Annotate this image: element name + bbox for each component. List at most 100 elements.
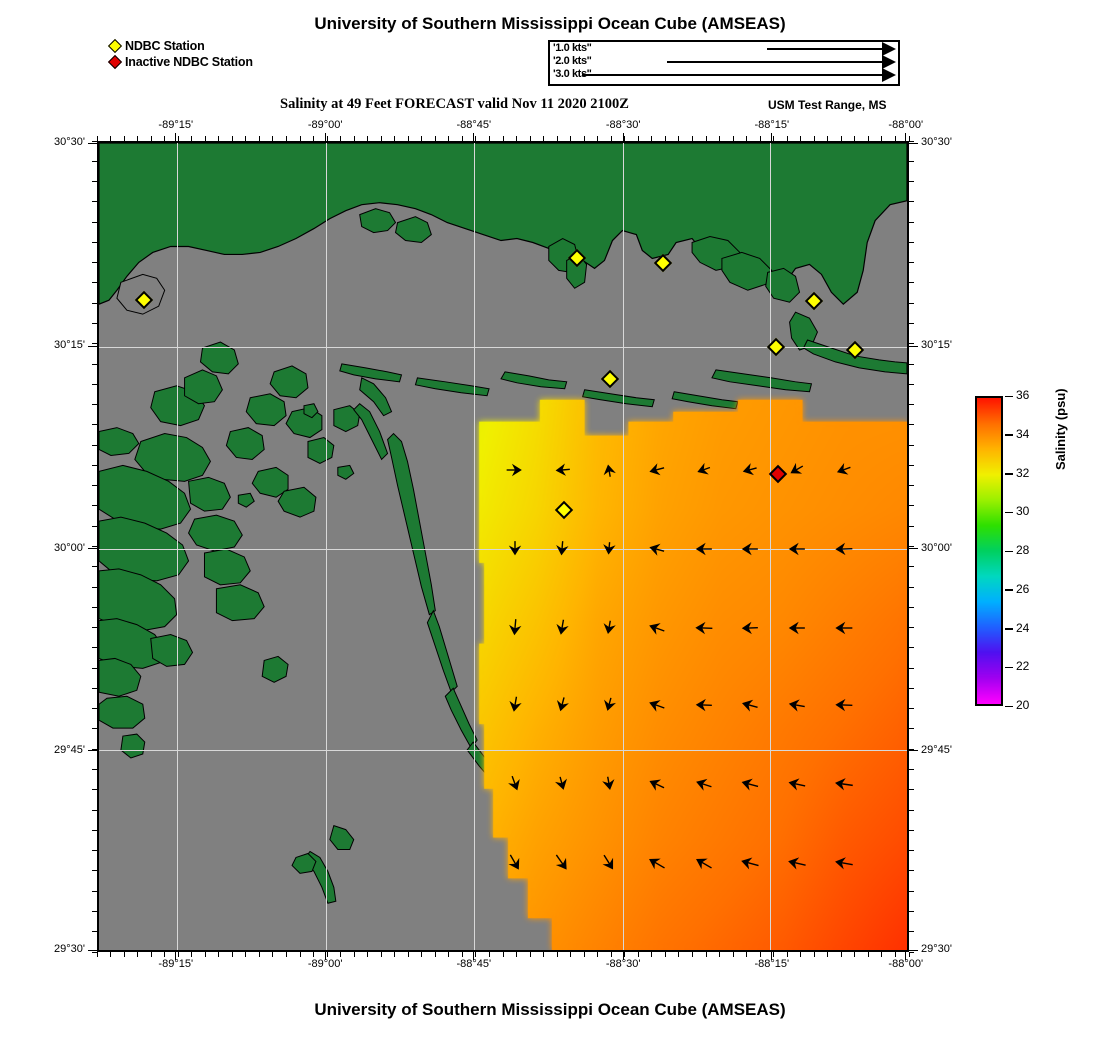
axis-tick — [367, 136, 369, 141]
axis-tick — [353, 136, 355, 141]
axis-tick — [516, 136, 518, 141]
axis-label-longitude-top: -88°30' — [605, 119, 641, 131]
axis-tick — [908, 952, 910, 957]
axis-tick — [909, 566, 914, 568]
axis-label-latitude-left: 30°15' — [54, 339, 85, 352]
axis-tick — [909, 464, 914, 466]
salinity-field — [99, 143, 907, 950]
vector-scale-label-1: '1.0 kts" — [553, 42, 592, 54]
axis-tick — [908, 136, 910, 141]
axis-tick — [92, 546, 97, 547]
axis-tick — [894, 952, 896, 957]
axis-tick — [258, 952, 260, 957]
ndbc-station-marker[interactable] — [568, 248, 587, 267]
vector-scale-label-3: '3.0 kts" — [553, 68, 592, 80]
axis-tick — [92, 140, 97, 142]
axis-tick — [92, 789, 97, 791]
axis-tick — [664, 136, 666, 141]
colorbar-tick-label: 36 — [1016, 388, 1030, 402]
axis-tick — [867, 952, 869, 957]
axis-tick — [177, 136, 179, 141]
axis-tick — [407, 952, 409, 957]
axis-tick — [434, 136, 436, 141]
axis-label-longitude-top: -89°00' — [307, 119, 343, 131]
axis-tick — [909, 789, 914, 791]
axis-tick — [909, 910, 914, 912]
colorbar-tick-label: 20 — [1016, 698, 1030, 712]
page-title: University of Southern Mississippi Ocean… — [314, 14, 786, 33]
axis-tick — [771, 133, 773, 141]
axis-tick — [164, 952, 166, 957]
axis-label-longitude-top: -88°15' — [754, 119, 790, 131]
axis-label-latitude-right: 30°00' — [921, 541, 952, 554]
axis-tick — [813, 136, 815, 141]
ndbc-station-marker[interactable] — [653, 254, 673, 273]
axis-tick — [502, 952, 504, 957]
axis-tick — [92, 444, 97, 446]
ndbc-station-marker[interactable] — [135, 291, 154, 310]
axis-tick — [92, 890, 97, 892]
axis-tick — [191, 136, 193, 141]
arrow-head-icon — [882, 55, 896, 69]
ndbc-station-marker[interactable] — [804, 291, 824, 311]
colorbar-tick — [1005, 434, 1013, 436]
ndbc-station-marker[interactable] — [846, 340, 865, 359]
axis-tick — [88, 142, 97, 144]
axis-tick — [909, 769, 914, 771]
axis-label-latitude-right: 30°15' — [921, 339, 952, 352]
axis-tick — [840, 136, 842, 141]
axis-tick — [719, 136, 721, 141]
axis-tick — [92, 627, 97, 629]
axis-tick — [800, 136, 802, 141]
axis-tick — [258, 136, 260, 141]
axis-label-longitude-top: -88°45' — [456, 119, 492, 131]
ndbc-station-markers[interactable] — [99, 143, 907, 950]
axis-tick — [759, 136, 761, 141]
axis-tick — [759, 952, 761, 957]
axis-label-latitude-left: 30°30' — [54, 136, 85, 149]
footer-title: University of Southern Mississippi Ocean… — [314, 1000, 786, 1019]
axis-tick — [800, 952, 802, 957]
axis-tick — [909, 322, 914, 324]
vector-scale-line-2 — [667, 61, 882, 63]
axis-tick — [909, 505, 914, 507]
axis-tick — [92, 829, 97, 831]
axis-tick — [218, 136, 220, 141]
axis-tick — [92, 647, 97, 649]
axis-tick — [773, 136, 775, 141]
axis-tick — [299, 136, 301, 141]
axis-tick — [909, 140, 914, 142]
axis-tick — [610, 952, 612, 957]
axis-tick — [909, 404, 914, 406]
axis-tick — [597, 952, 599, 957]
axis-tick — [637, 952, 639, 957]
axis-tick — [150, 136, 152, 141]
axis-tick — [92, 485, 97, 487]
colorbar-tick — [1005, 666, 1013, 669]
axis-tick — [92, 728, 97, 730]
axis-tick — [909, 345, 918, 347]
axis-tick — [529, 136, 531, 141]
axis-tick — [92, 322, 97, 324]
axis-tick — [88, 949, 97, 951]
axis-tick — [909, 383, 914, 385]
axis-tick — [421, 136, 423, 141]
ndbc-station-marker[interactable] — [766, 337, 786, 357]
ndbc-station-marker-inactive[interactable] — [768, 464, 787, 484]
axis-label-latitude-right: 29°45' — [921, 743, 952, 756]
axis-tick — [92, 302, 97, 304]
ndbc-station-marker[interactable] — [600, 369, 619, 388]
axis-tick — [622, 133, 624, 141]
axis-tick — [92, 181, 97, 183]
ndbc-station-marker[interactable] — [554, 500, 573, 520]
axis-tick — [909, 829, 914, 831]
axis-tick — [894, 136, 896, 141]
axis-tick — [881, 136, 883, 141]
map-canvas[interactable] — [97, 141, 909, 952]
axis-tick — [110, 952, 112, 957]
axis-tick — [624, 136, 626, 141]
axis-tick — [407, 136, 409, 141]
arrow-head-icon — [882, 68, 896, 82]
axis-tick — [909, 262, 914, 264]
axis-tick — [92, 464, 97, 466]
